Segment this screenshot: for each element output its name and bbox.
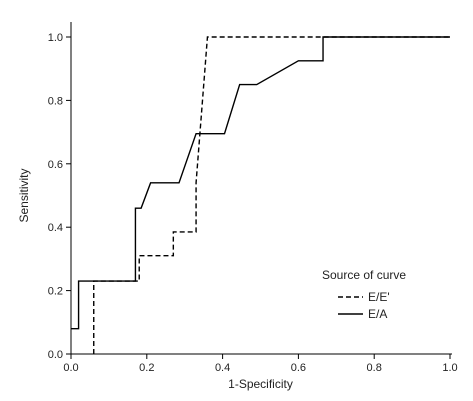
series-layer [71, 36, 450, 354]
y-tick-label: 0.6 [48, 159, 63, 171]
x-tick-label: 1.0 [442, 362, 457, 374]
legend-title: Source of curve [322, 268, 406, 282]
y-tick-label: 0.2 [48, 286, 63, 298]
x-axis-title: 1-Specificity [228, 377, 293, 391]
y-axis-title: Sensitivity [17, 168, 31, 222]
x-tick-label: 0.4 [215, 362, 230, 374]
y-tick-label: 1.0 [48, 32, 63, 44]
legend-label: E/A [368, 307, 387, 321]
x-tick-label: 0.8 [367, 362, 382, 374]
legend: Source of curve E/E' E/A [322, 268, 406, 321]
x-tick-label: 0.6 [291, 362, 306, 374]
y-tick-label: 0.0 [48, 349, 63, 361]
axes: 0.0 0.2 0.4 0.6 0.8 1.0 0.0 0.2 0.4 0.6 0.8 1.0 1-Sp… [17, 22, 458, 391]
series-line-ea [71, 36, 450, 330]
x-tick-label: 0.2 [139, 362, 154, 374]
legend-label: E/E' [368, 290, 390, 304]
y-tick-label: 0.8 [48, 95, 63, 107]
x-tick-label: 0.0 [63, 362, 78, 374]
series-line-ee-prime [93, 36, 450, 354]
y-tick-label: 0.4 [48, 222, 63, 234]
